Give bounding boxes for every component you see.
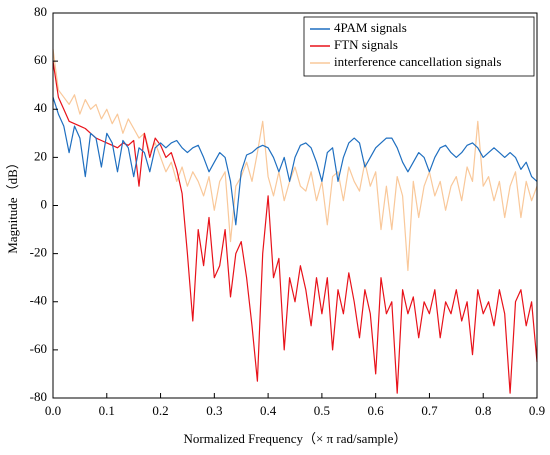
y-tick-label: -60	[30, 341, 47, 356]
x-tick-label: 0.3	[206, 403, 222, 418]
legend-box	[303, 16, 535, 77]
y-tick-label: 40	[34, 100, 47, 115]
y-axis-label: Magnitude（dB）	[5, 156, 20, 254]
y-tick-label: 0	[41, 196, 48, 211]
legend-label: 4PAM signals	[334, 20, 407, 35]
x-axis-label: Normalized Frequency（× π rad/sample）	[184, 431, 407, 446]
y-tick-label: 20	[34, 148, 47, 163]
legend-label: FTN signals	[334, 37, 398, 52]
x-tick-label: 0.0	[45, 403, 61, 418]
x-tick-label: 0.8	[475, 403, 491, 418]
y-tick-label: 60	[34, 52, 47, 67]
x-tick-label: 0.9	[529, 403, 545, 418]
x-tick-label: 0.4	[260, 403, 277, 418]
series-line	[52, 97, 538, 226]
x-tick-label: 0.2	[152, 403, 168, 418]
y-tick-label: -80	[30, 389, 47, 404]
y-tick-label: -20	[30, 245, 47, 260]
x-tick-label: 0.7	[421, 403, 438, 418]
legend-label: interference cancellation signals	[334, 54, 501, 69]
series-line	[52, 49, 538, 272]
series-line	[52, 61, 538, 394]
x-tick-label: 0.1	[99, 403, 115, 418]
y-tick-label: -40	[30, 293, 47, 308]
y-tick-label: 80	[34, 4, 47, 19]
x-tick-label: 0.6	[368, 403, 385, 418]
x-tick-label: 0.5	[314, 403, 330, 418]
